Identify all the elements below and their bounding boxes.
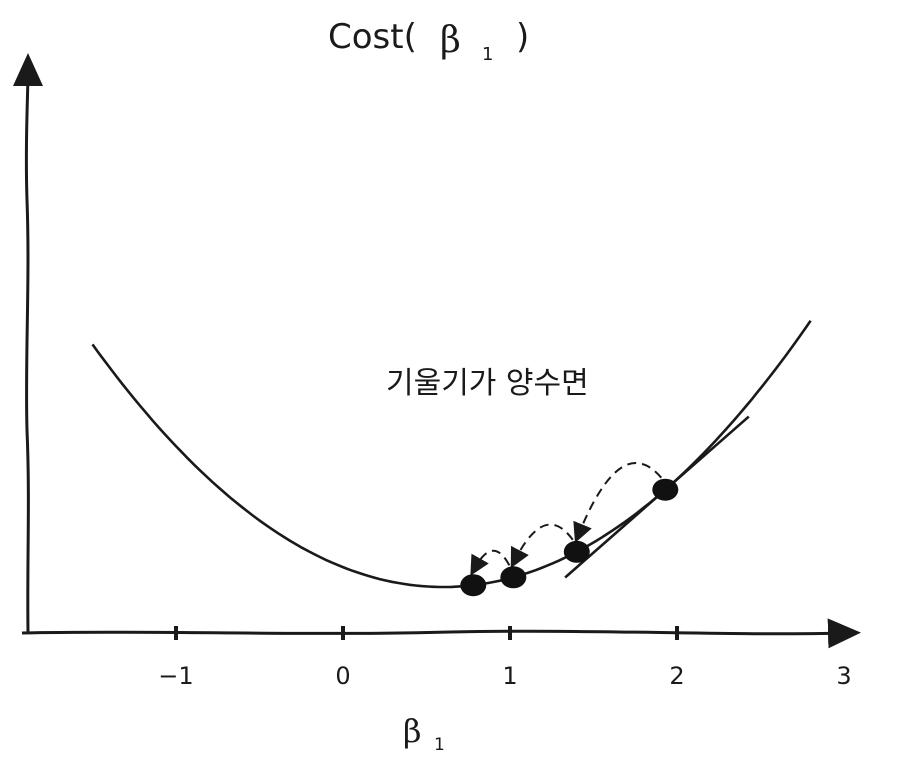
x-axis-title: β 1: [403, 712, 445, 755]
x-tick-label: 2: [669, 662, 684, 690]
descent-step-arrow: [470, 549, 511, 576]
descent-point: [460, 574, 487, 597]
slope-positive-annotation: 기울기가 양수면: [386, 366, 589, 401]
descent-point: [563, 540, 590, 563]
title-subscript: 1: [482, 44, 493, 65]
chart-title: Cost( β 1 ): [328, 17, 529, 65]
y-axis: [12, 53, 43, 633]
x-axis-symbol: β: [403, 712, 422, 750]
x-tick-label: −1: [158, 662, 193, 690]
descent-steps: [470, 462, 663, 576]
descent-point: [652, 478, 679, 501]
title-prefix: Cost(: [328, 17, 417, 57]
x-axis-subscript: 1: [434, 735, 445, 755]
title-symbol: β: [440, 20, 461, 61]
descent-point: [500, 566, 527, 589]
x-axis: [21, 618, 861, 649]
descent-step-arrow: [573, 462, 663, 544]
x-tick-label: 0: [335, 662, 350, 690]
title-suffix: ): [516, 17, 529, 57]
descent-points: [460, 478, 679, 597]
x-tick-label: 3: [836, 662, 851, 690]
x-axis-ticks: −1 0 1 2 3: [158, 626, 852, 690]
descent-step-arrow: [510, 523, 574, 569]
cost-curve: [91, 320, 812, 589]
x-tick-label: 1: [502, 662, 517, 690]
